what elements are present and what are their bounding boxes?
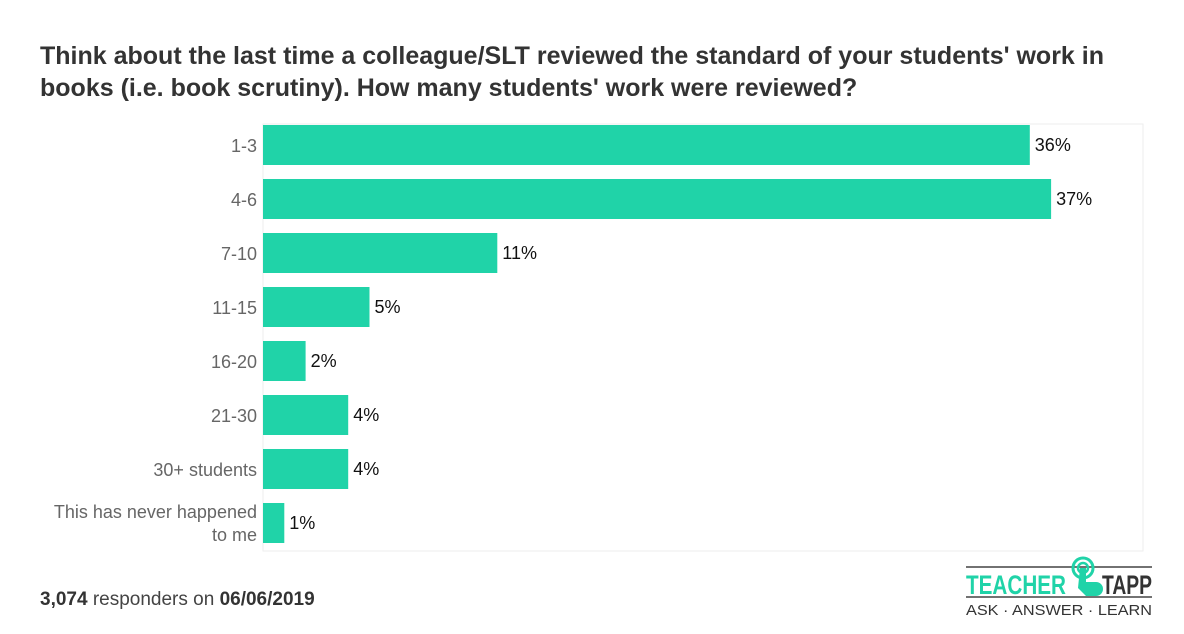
category-label: 1-3: [231, 136, 257, 156]
category-label: 30+ students: [153, 460, 257, 480]
category-label: 7-10: [221, 244, 257, 264]
tap-hand-icon: [1071, 556, 1103, 596]
category-label: 16-20: [211, 352, 257, 372]
category-label: 21-30: [211, 406, 257, 426]
bar: [263, 341, 306, 381]
bar: [263, 287, 370, 327]
bar: [263, 395, 349, 435]
bar: [263, 233, 498, 273]
svg-text:ASK · ANSWER · LEARN: ASK · ANSWER · LEARN: [966, 602, 1152, 619]
teacher-tapp-logo: TEACHER TAPP ASK · ANSWER · LEARN: [966, 556, 1152, 619]
category-label: This has never happened to me: [54, 502, 257, 545]
bar: [263, 179, 1052, 219]
chart-title: Think about the last time a colleague/SL…: [40, 42, 1105, 102]
bar: [263, 449, 349, 489]
category-label: 4-6: [231, 190, 257, 210]
svg-text:TEACHER: TEACHER: [966, 570, 1066, 600]
data-label: 37%: [1056, 189, 1092, 209]
bar: [263, 503, 285, 543]
responder-footer: 3,074 responders on 06/06/2019: [40, 589, 315, 611]
data-label: 2%: [311, 351, 337, 371]
data-label: 36%: [1035, 135, 1071, 155]
bar: [263, 125, 1030, 165]
data-label: 1%: [289, 513, 315, 533]
survey-date: 06/06/2019: [219, 589, 315, 610]
category-label: 11-15: [212, 298, 257, 318]
footer-text: responders on: [87, 589, 220, 610]
plot-area: [262, 123, 1144, 552]
responder-count: 3,074: [40, 589, 88, 610]
data-label: 5%: [375, 297, 401, 317]
data-label: 11%: [502, 243, 537, 263]
svg-text:TAPP: TAPP: [1102, 570, 1152, 600]
data-label: 4%: [353, 459, 379, 479]
data-label: 4%: [353, 405, 379, 425]
